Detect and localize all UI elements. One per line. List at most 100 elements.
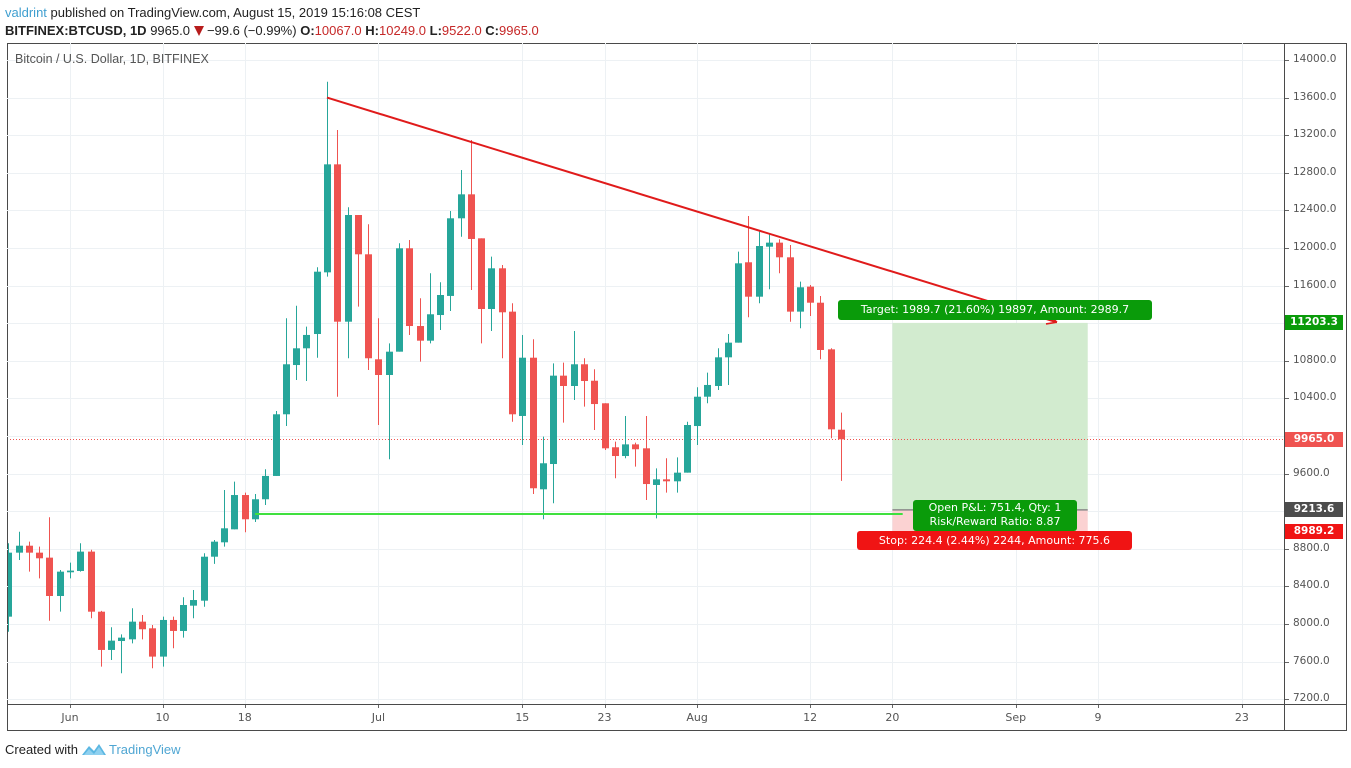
publish-text: published on TradingView.com, August 15,… (46, 5, 421, 20)
candles (8, 81, 845, 674)
candle-body (530, 357, 537, 489)
candle-body (221, 528, 228, 543)
ohlc-low-key: L: (429, 23, 442, 38)
candle-body (160, 619, 167, 657)
candle-body (375, 359, 382, 375)
candle-body (653, 479, 660, 485)
price-axis-label: 11600.0 (1293, 278, 1337, 291)
candle (375, 318, 382, 426)
time-axis-label: Aug (686, 711, 708, 724)
candle-body (46, 557, 53, 596)
price-axis-label: 8000.0 (1293, 617, 1330, 629)
candle (170, 616, 177, 649)
candle (591, 369, 598, 430)
ohlc-close-value: 9965.0 (499, 23, 539, 38)
candle-body (725, 342, 732, 358)
candle-body (828, 349, 835, 430)
position-pnl-label[interactable]: Open P&L: 751.4, Qty: 1 Risk/Reward Rati… (913, 500, 1077, 531)
position-stop-label[interactable]: Stop: 224.4 (2.44%) 2244, Amount: 775.6 (857, 531, 1132, 550)
author-link[interactable]: valdrint (5, 5, 47, 20)
candle (766, 233, 773, 290)
candle (231, 481, 238, 530)
candle (201, 553, 208, 607)
candle-body (560, 375, 567, 386)
candle (519, 334, 526, 446)
candle-body (190, 600, 197, 606)
candle-body (88, 551, 95, 612)
position-target-label[interactable]: Target: 1989.7 (21.60%) 19897, Amount: 2… (838, 300, 1152, 320)
entry-price-badge: 9213.6 (1285, 502, 1343, 518)
candle (550, 363, 557, 504)
ohlc-low-value: 9522.0 (441, 23, 482, 38)
time-axis-label: Jul (371, 711, 386, 724)
candle-body (303, 334, 310, 349)
candle (838, 412, 845, 481)
trend-line-segment[interactable] (326, 96, 1058, 324)
candle (478, 238, 485, 344)
ohlc-open-key: O: (300, 23, 315, 38)
candle-body (118, 637, 125, 642)
candle-body (447, 218, 454, 296)
time-axis-separator (7, 704, 1347, 705)
candle (406, 240, 413, 335)
time-axis-label: Sep (1005, 711, 1027, 724)
ohlc-close-key: C: (485, 23, 500, 38)
candle (211, 539, 218, 564)
candle-body (365, 254, 372, 359)
candle (622, 415, 629, 459)
candle (417, 298, 424, 362)
price-axis-label: 8400.0 (1293, 579, 1330, 592)
candle-body (98, 611, 105, 650)
candle-body (602, 403, 609, 449)
candle-body (149, 628, 156, 657)
candle (756, 231, 763, 304)
price-axis-label: 10800.0 (1293, 353, 1337, 366)
candle-body (345, 215, 352, 322)
candle (190, 589, 197, 619)
candle-body (139, 621, 146, 630)
candle (273, 410, 280, 476)
candle-body (674, 472, 681, 482)
candle (787, 244, 794, 322)
time-axis-label: 15 (515, 711, 530, 724)
price-axis-label: 10400.0 (1293, 391, 1337, 404)
candle-body (355, 215, 362, 255)
candle (88, 549, 95, 619)
candle-body (201, 556, 208, 601)
candle (468, 139, 475, 291)
price-axis-label: 8800.0 (1293, 541, 1330, 554)
candle (735, 251, 742, 343)
time-axis-label: 23 (597, 711, 612, 724)
candle-body (129, 621, 136, 640)
candle (807, 285, 814, 316)
candle (283, 318, 290, 426)
footer: Created with TradingView (5, 741, 181, 759)
candle-body (231, 495, 238, 530)
candle-body (67, 570, 74, 573)
candle (632, 442, 639, 467)
price-change: −99.6 (−0.99%) (206, 23, 297, 38)
target-price-badge: 11203.3 (1285, 315, 1343, 331)
candle-body (180, 605, 187, 631)
candle (581, 358, 588, 407)
price-axis-label: 12000.0 (1293, 241, 1337, 253)
candle-body (437, 295, 444, 316)
time-axis-label: Jun (61, 711, 79, 724)
candle-body (715, 357, 722, 386)
risk-reward-line: Risk/Reward Ratio: 8.87 (929, 515, 1061, 528)
candle (293, 305, 300, 380)
time-axis-label: 23 (1234, 711, 1249, 724)
tradingview-link[interactable]: TradingView (108, 742, 181, 757)
candle (643, 415, 650, 501)
candle-body (396, 248, 403, 352)
price-axis-label: 9600.0 (1293, 466, 1330, 479)
publish-info: valdrint published on TradingView.com, A… (5, 4, 539, 22)
candle-body (694, 396, 701, 427)
time-axis-label: 20 (885, 711, 900, 724)
candle (684, 421, 691, 473)
candle (180, 597, 187, 638)
candle-body (427, 314, 434, 341)
position-target-zone[interactable] (892, 322, 1088, 510)
pnl-line: Open P&L: 751.4, Qty: 1 (928, 501, 1062, 514)
